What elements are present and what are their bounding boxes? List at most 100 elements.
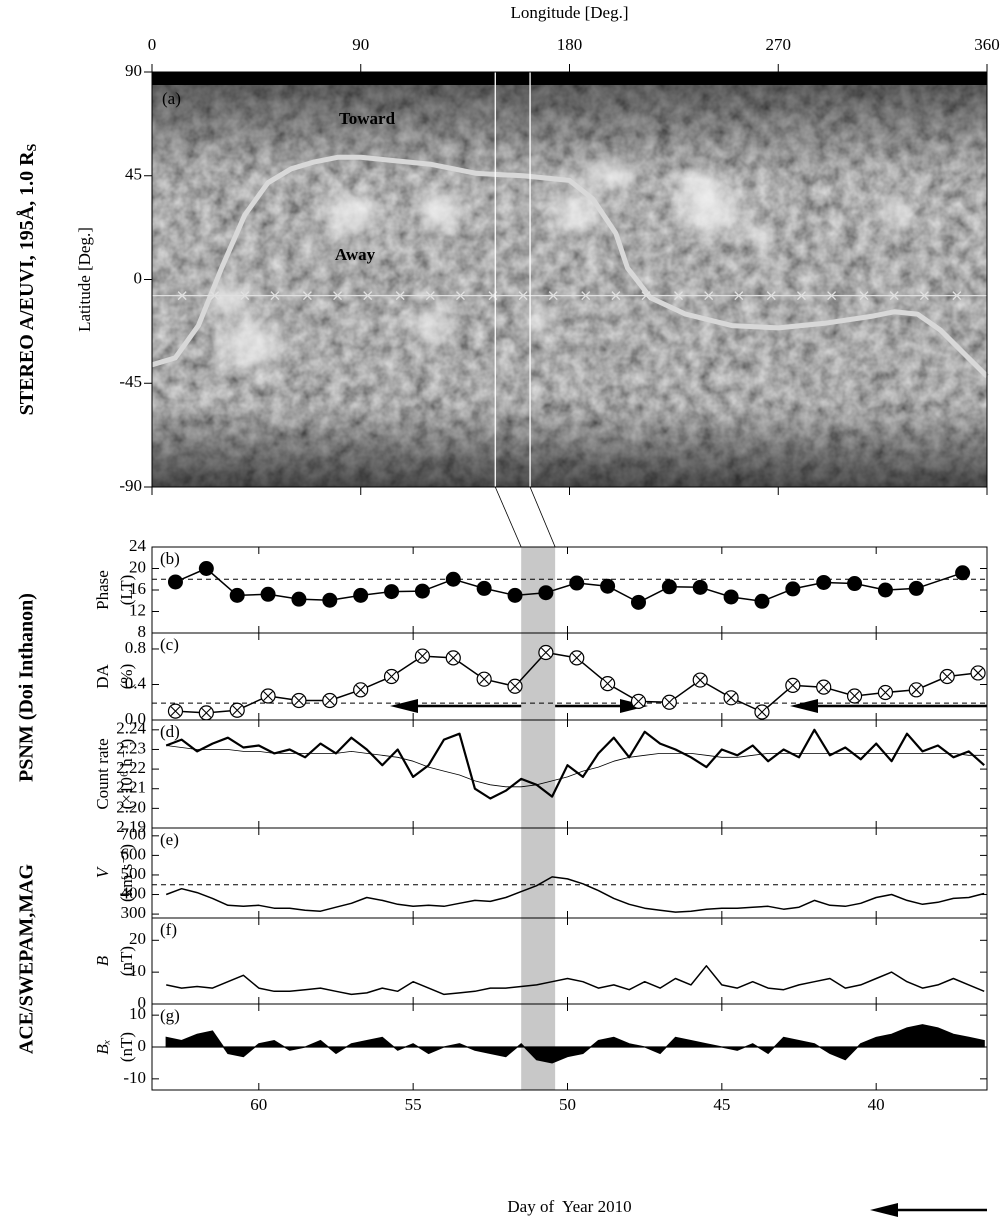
da-marker <box>939 668 955 685</box>
da-marker <box>569 650 585 666</box>
cross-marker <box>796 291 806 301</box>
y-axis-title: (LT) <box>117 575 136 606</box>
da-cross <box>540 647 551 658</box>
cross-marker <box>952 291 962 301</box>
y-tick-label: 0 <box>138 993 147 1012</box>
y-tick-label: 16 <box>129 579 146 598</box>
cross-marker <box>177 291 187 301</box>
y-tick-label: 300 <box>121 903 147 922</box>
y-axis-title: Phase <box>93 570 112 610</box>
da-marker <box>260 688 276 704</box>
y-tick-label: 2.23 <box>116 738 146 757</box>
x-tick-label: 360 <box>974 35 1000 54</box>
y-tick-label: 700 <box>121 825 147 844</box>
series-line <box>166 745 985 788</box>
cross-marker <box>919 291 929 301</box>
phase-marker <box>229 587 245 603</box>
da-cross <box>973 668 983 678</box>
da-marker <box>785 677 801 693</box>
panel-label: (f) <box>160 920 177 939</box>
phase-marker <box>414 583 430 599</box>
da-cross <box>510 681 520 692</box>
da-cross <box>911 684 922 695</box>
y-tick-label: -90 <box>119 476 142 495</box>
series-line <box>166 965 985 996</box>
da-cross <box>386 671 397 682</box>
phase-marker <box>445 571 461 587</box>
phase-marker <box>630 594 646 610</box>
group-label: PSNM (Doi Inthanon) <box>16 593 38 782</box>
y-tick-label: 400 <box>121 883 147 902</box>
da-marker <box>877 684 894 701</box>
x-tick-label: 270 <box>766 35 792 54</box>
series-line <box>165 728 985 800</box>
phase-marker <box>353 587 369 603</box>
y-axis-title: B <box>93 955 112 966</box>
da-marker <box>846 688 863 704</box>
cross-marker <box>548 291 558 301</box>
da-cross <box>849 691 860 701</box>
phase-marker <box>538 585 554 601</box>
y-tick-label: 12 <box>129 600 146 619</box>
annotation: Toward <box>339 109 396 128</box>
y-axis-title: (nT) <box>117 946 136 976</box>
x-axis-title: Day of Year 2010 <box>507 1197 631 1216</box>
phase-marker <box>507 587 523 603</box>
da-marker <box>661 694 677 710</box>
panel-label: (a) <box>162 89 181 108</box>
y-tick-label: 0 <box>134 268 143 287</box>
x-tick-label: 50 <box>559 1095 576 1114</box>
phase-marker <box>908 580 924 596</box>
da-cross <box>818 682 829 693</box>
y-axis-title: V <box>93 865 112 878</box>
panel-label: (g) <box>160 1006 180 1025</box>
da-marker <box>507 678 523 694</box>
y-tick-label: 20 <box>129 929 146 948</box>
connector <box>529 486 556 548</box>
da-marker <box>970 665 986 681</box>
phase-marker <box>692 579 708 595</box>
cross-marker <box>270 291 280 301</box>
neutral-line <box>151 154 989 379</box>
da-marker <box>630 693 647 709</box>
da-cross <box>695 675 706 685</box>
side-label-main: STEREO A/EUVI, 195Å, 1.0 R <box>15 151 38 415</box>
x-tick-label: 60 <box>250 1095 267 1114</box>
da-marker <box>692 672 708 688</box>
x-tick-label: 55 <box>405 1095 422 1114</box>
da-marker <box>538 644 554 661</box>
x-axis-title: Longitude [Deg.] <box>510 3 628 22</box>
da-marker <box>198 705 214 721</box>
da-marker <box>908 682 924 698</box>
series-line <box>165 876 985 913</box>
y-tick-label: 2.20 <box>116 797 146 816</box>
da-cross <box>263 691 273 701</box>
y-axis-title: (km s⁻¹) <box>117 844 136 902</box>
da-marker <box>353 682 369 698</box>
y-tick-label: 0 <box>138 1036 147 1055</box>
da-marker <box>322 692 338 709</box>
cross-marker <box>734 291 744 301</box>
side-label: STEREO A/EUVI, 195Å, 1.0 RS <box>15 143 41 415</box>
cross-marker <box>363 291 373 301</box>
phase-marker <box>260 586 276 602</box>
da-cross <box>170 706 181 717</box>
da-cross <box>787 680 798 691</box>
y-tick-label: 2.21 <box>116 778 146 797</box>
phase-marker <box>661 579 677 595</box>
da-marker <box>476 671 492 687</box>
y-tick-label: 0.0 <box>125 709 146 728</box>
y-tick-label: 2.22 <box>116 758 146 777</box>
x-tick-label: 180 <box>557 35 583 54</box>
x-tick-label: 40 <box>868 1095 885 1114</box>
cross-marker <box>581 291 591 301</box>
da-cross <box>324 695 335 706</box>
phase-marker <box>723 589 739 605</box>
polar-shade <box>152 72 987 487</box>
panel-label: (d) <box>160 722 180 741</box>
cross-marker <box>641 291 651 301</box>
frame <box>151 71 988 488</box>
da-marker <box>754 704 770 720</box>
da-cross <box>571 652 582 663</box>
